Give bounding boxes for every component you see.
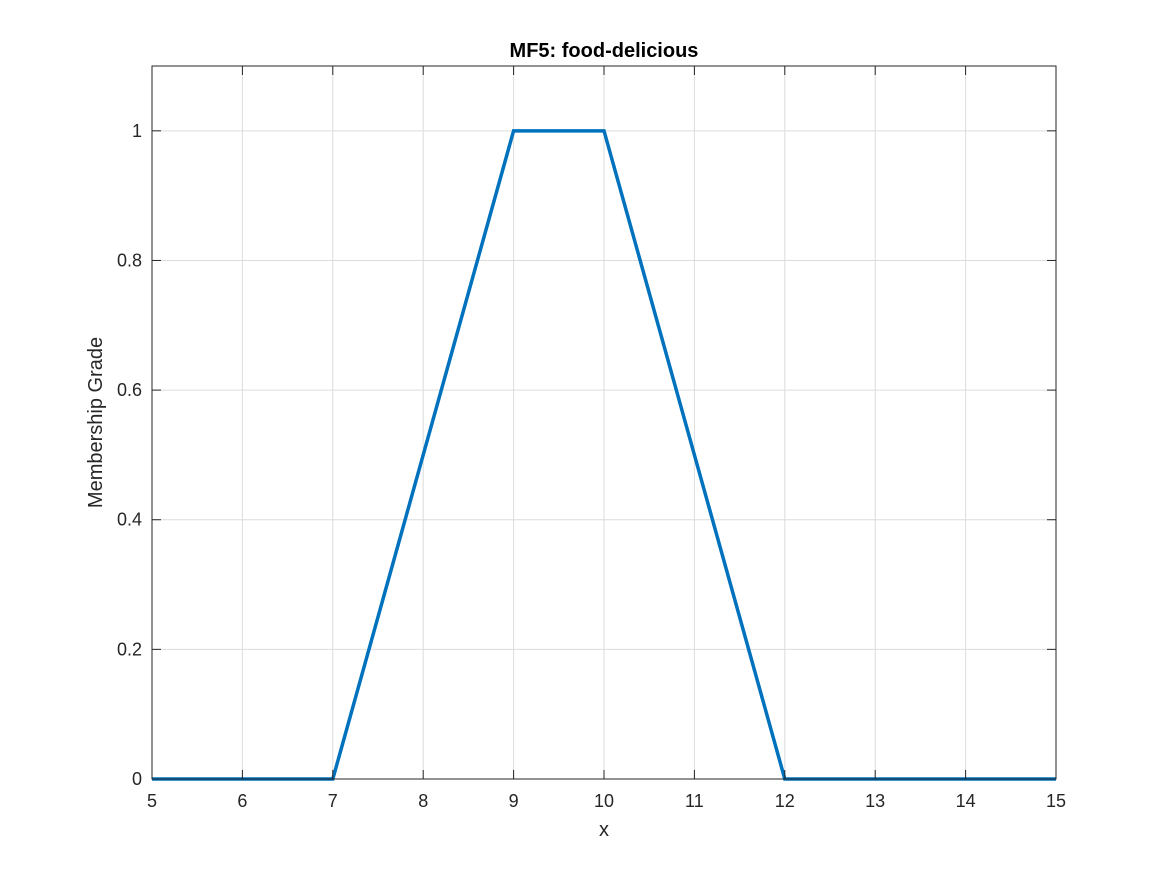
x-axis-label: x: [599, 819, 609, 841]
x-tick-label: 5: [147, 791, 157, 811]
x-tick-label: 9: [509, 791, 519, 811]
y-tick-label: 0: [132, 769, 142, 789]
x-tick-label: 14: [956, 791, 976, 811]
y-tick-label: 0.6: [117, 380, 142, 400]
x-tick-label: 6: [237, 791, 247, 811]
x-tick-label: 10: [594, 791, 614, 811]
x-tick-label: 12: [775, 791, 795, 811]
x-tick-label: 13: [865, 791, 885, 811]
x-tick-label: 7: [328, 791, 338, 811]
x-tick-label: 11: [685, 791, 704, 811]
y-tick-label: 0.8: [117, 250, 142, 270]
x-tick-label: 8: [418, 791, 428, 811]
y-tick-label: 0.4: [117, 510, 142, 530]
x-tick-label: 15: [1046, 791, 1066, 811]
y-tick-label: 0.2: [117, 639, 142, 659]
ticks: [151, 66, 1057, 780]
y-axis-label: Membership Grade: [85, 337, 107, 508]
chart-title: MF5: food-delicious: [510, 40, 699, 62]
tick-labels: 5 6 7 8 9 10 11 12 13 14 15 0 0.2 0.4 0.6 0.8 1: [117, 121, 1066, 811]
y-tick-label: 1: [132, 121, 142, 141]
